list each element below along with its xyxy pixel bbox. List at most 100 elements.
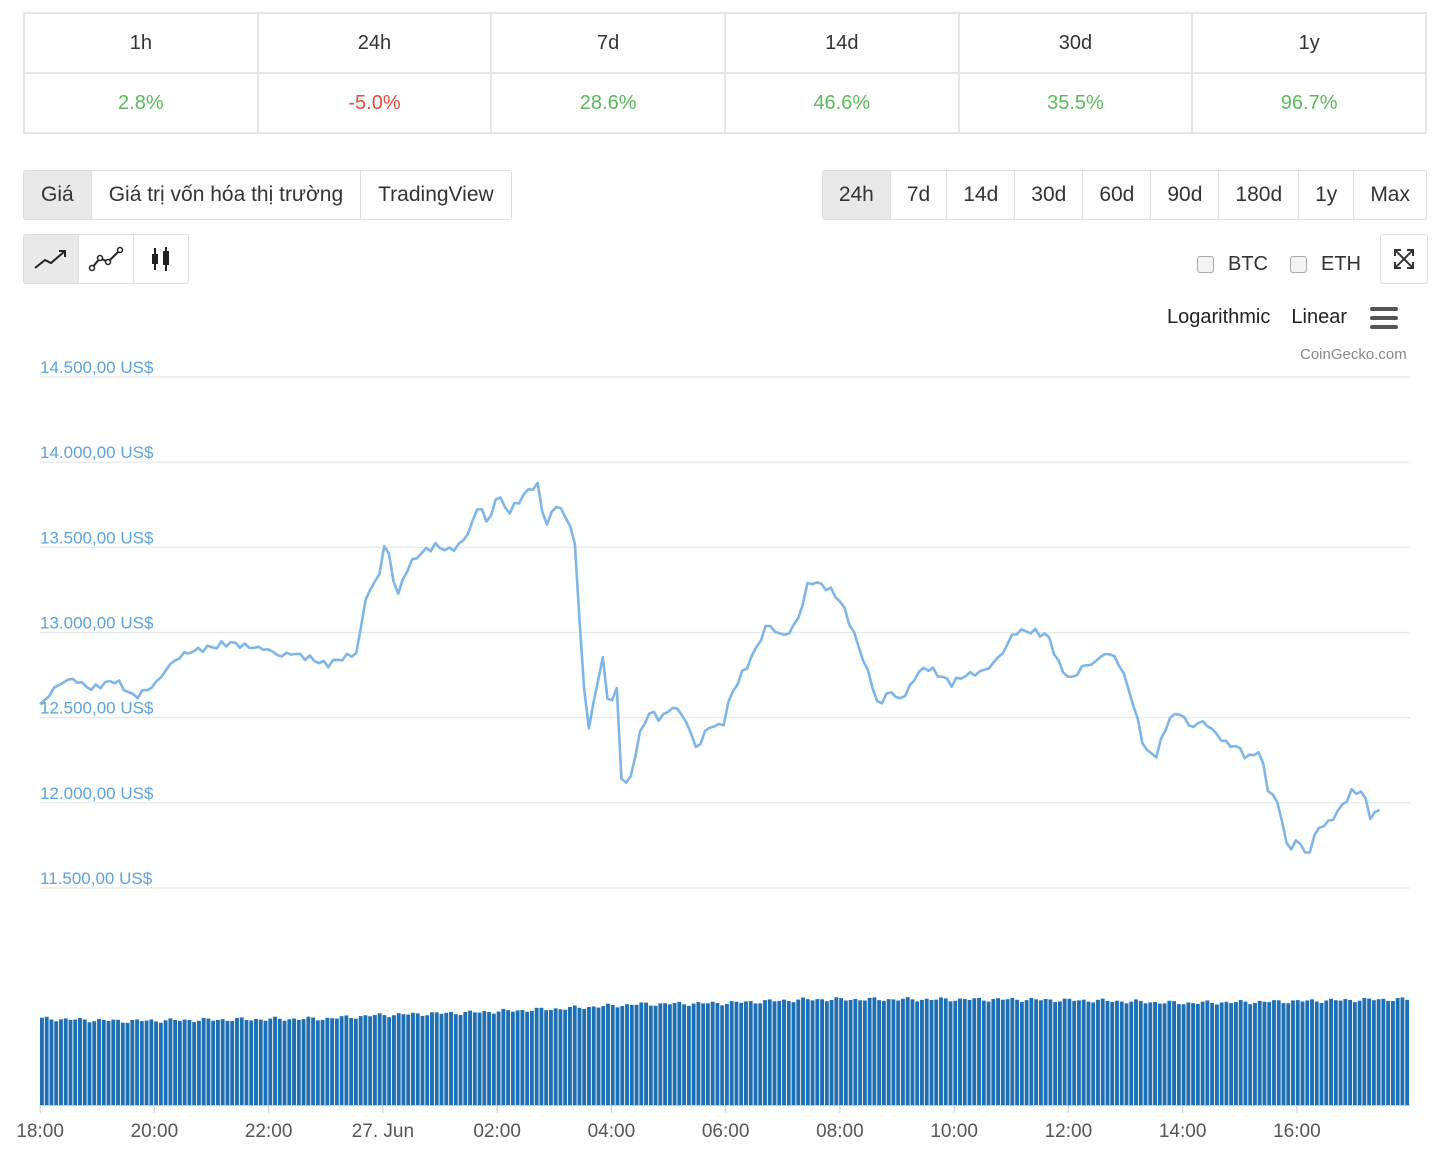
volume-bar bbox=[301, 1019, 306, 1105]
volume-bar bbox=[672, 1002, 677, 1105]
price-change-table: 1h 24h 7d 14d 30d 1y 2.8% -5.0% 28.6% 46.6% 35.5%… bbox=[23, 12, 1427, 134]
price-line bbox=[39, 481, 1381, 854]
volume-bar bbox=[444, 1012, 449, 1105]
volume-bar bbox=[330, 1018, 335, 1105]
volume-bar bbox=[1072, 1000, 1077, 1105]
volume-bar bbox=[972, 998, 977, 1105]
volume-bar bbox=[529, 1010, 534, 1105]
range-24h[interactable]: 24h bbox=[822, 171, 891, 219]
volume-bar bbox=[958, 998, 962, 1105]
linear-button[interactable]: Linear bbox=[1291, 306, 1347, 328]
volume-bar bbox=[929, 999, 934, 1105]
x-tick-label: 02:00 bbox=[473, 1121, 521, 1142]
volume-bar bbox=[463, 1011, 468, 1105]
change-value-1y: 96.7% bbox=[1191, 72, 1427, 134]
btc-checkbox[interactable] bbox=[1197, 256, 1214, 273]
volume-bar bbox=[568, 1006, 572, 1105]
volume-bar bbox=[320, 1019, 325, 1105]
tab-0[interactable]: Giá bbox=[24, 171, 92, 219]
volume-bar bbox=[867, 997, 872, 1105]
volume-bar bbox=[1138, 1001, 1143, 1105]
volume-bar bbox=[106, 1020, 111, 1105]
volume-bar bbox=[786, 1001, 791, 1105]
range-14d[interactable]: 14d bbox=[947, 171, 1016, 219]
volume-bar bbox=[120, 1022, 125, 1105]
volume-bar bbox=[782, 999, 786, 1105]
volume-bar bbox=[1157, 1003, 1162, 1105]
volume-bar bbox=[591, 1006, 596, 1105]
volume-bar bbox=[572, 1005, 577, 1105]
logarithmic-button[interactable]: Logarithmic bbox=[1167, 306, 1271, 328]
volume-bar bbox=[139, 1021, 144, 1105]
eth-checkbox[interactable] bbox=[1290, 256, 1307, 273]
volume-bar bbox=[1110, 1001, 1115, 1105]
volume-bar bbox=[1295, 1000, 1300, 1105]
hamburger-menu-icon[interactable] bbox=[1370, 306, 1398, 329]
range-60d[interactable]: 60d bbox=[1083, 171, 1152, 219]
change-period-1y: 1y bbox=[1191, 12, 1427, 74]
volume-bar bbox=[677, 1001, 682, 1105]
point-line-chart-button[interactable] bbox=[79, 235, 134, 283]
volume-bar bbox=[601, 1006, 606, 1105]
volume-bar bbox=[111, 1019, 116, 1105]
volume-bar bbox=[1400, 997, 1405, 1105]
range-Max[interactable]: Max bbox=[1370, 183, 1410, 206]
volume-bar bbox=[862, 1000, 867, 1105]
range-30d[interactable]: 30d bbox=[1015, 171, 1084, 219]
volume-bar bbox=[1043, 998, 1048, 1105]
volume-bar bbox=[582, 1008, 587, 1105]
point-line-chart-icon bbox=[88, 246, 124, 272]
range-7d[interactable]: 7d bbox=[891, 171, 948, 219]
volume-bar bbox=[1015, 999, 1020, 1105]
volume-bar bbox=[306, 1016, 311, 1105]
fullscreen-button[interactable] bbox=[1380, 234, 1428, 284]
volume-bar bbox=[1338, 1000, 1343, 1105]
range-90d[interactable]: 90d bbox=[1151, 171, 1220, 219]
volume-bar bbox=[1291, 1000, 1295, 1105]
volume-bar bbox=[1276, 1000, 1281, 1105]
volume-bar bbox=[1395, 998, 1400, 1105]
change-value-7d: 28.6% bbox=[490, 72, 726, 134]
candlestick-button[interactable] bbox=[134, 235, 188, 283]
range-180d[interactable]: 180d bbox=[1219, 171, 1300, 219]
volume-bar bbox=[715, 1002, 720, 1105]
y-tick-label: 14.000,00 US$ bbox=[40, 443, 154, 462]
volume-bar bbox=[434, 1012, 439, 1105]
change-value-30d: 35.5% bbox=[957, 72, 1194, 134]
volume-bar bbox=[948, 1001, 953, 1105]
x-tick-label: 12:00 bbox=[1045, 1121, 1093, 1142]
volume-bar bbox=[1205, 1000, 1210, 1105]
volume-bar bbox=[1200, 1001, 1205, 1105]
volume-bar bbox=[1000, 999, 1005, 1105]
y-tick-label: 13.000,00 US$ bbox=[40, 614, 154, 633]
volume-bar bbox=[881, 1000, 886, 1105]
volume-bar bbox=[606, 1003, 610, 1105]
change-period-1h: 1h bbox=[23, 12, 259, 74]
volume-bar bbox=[587, 1006, 591, 1105]
volume-bar bbox=[1186, 1002, 1191, 1105]
line-chart-button[interactable] bbox=[24, 235, 79, 283]
volume-bar bbox=[686, 1005, 691, 1105]
y-tick-label: 12.000,00 US$ bbox=[40, 784, 154, 803]
volume-bar bbox=[691, 1003, 696, 1105]
volume-bar bbox=[163, 1020, 168, 1105]
tab-1[interactable]: Giá trị vốn hóa thị trường bbox=[91, 171, 362, 219]
tab-2[interactable]: TradingView bbox=[361, 171, 511, 219]
range-1y[interactable]: 1y bbox=[1299, 171, 1355, 219]
volume-bar bbox=[263, 1020, 268, 1105]
volume-bar bbox=[1381, 998, 1386, 1105]
volume-bar bbox=[1148, 1002, 1153, 1105]
volume-bar bbox=[273, 1016, 277, 1105]
volume-bar bbox=[648, 1005, 653, 1105]
volume-bar bbox=[763, 1000, 767, 1105]
volume-bar bbox=[848, 1000, 853, 1105]
volume-bar bbox=[206, 1018, 211, 1105]
volume-bar bbox=[748, 1001, 753, 1105]
volume-bar bbox=[101, 1019, 106, 1105]
volume-bar bbox=[1210, 1003, 1215, 1105]
y-tick-label: 13.500,00 US$ bbox=[40, 528, 154, 547]
volume-bar bbox=[1077, 1000, 1081, 1105]
volume-bar bbox=[1053, 1002, 1058, 1105]
volume-bar bbox=[710, 1001, 715, 1105]
volume-bar bbox=[796, 999, 801, 1105]
